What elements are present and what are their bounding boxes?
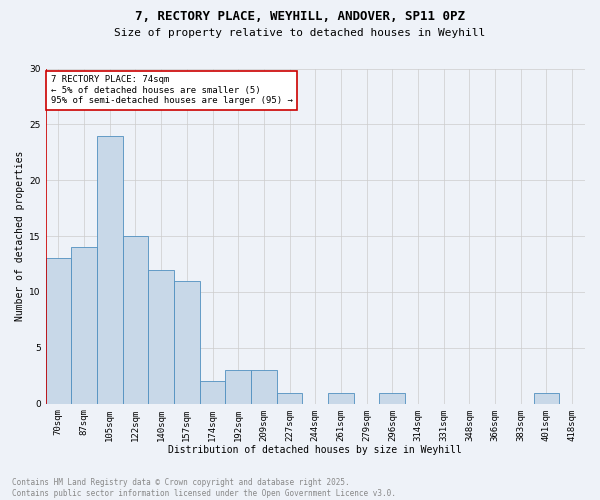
Bar	[97, 136, 122, 404]
Bar	[251, 370, 277, 404]
Text: Size of property relative to detached houses in Weyhill: Size of property relative to detached ho…	[115, 28, 485, 38]
Text: Contains HM Land Registry data © Crown copyright and database right 2025.
Contai: Contains HM Land Registry data © Crown c…	[12, 478, 396, 498]
X-axis label: Distribution of detached houses by size in Weyhill: Distribution of detached houses by size …	[169, 445, 462, 455]
Bar	[533, 392, 559, 404]
Bar	[200, 382, 226, 404]
Bar	[328, 392, 354, 404]
Bar	[122, 236, 148, 404]
Text: 7, RECTORY PLACE, WEYHILL, ANDOVER, SP11 0PZ: 7, RECTORY PLACE, WEYHILL, ANDOVER, SP11…	[135, 10, 465, 23]
Bar	[174, 281, 200, 404]
Bar	[379, 392, 405, 404]
Bar	[71, 248, 97, 404]
Bar	[46, 258, 71, 404]
Bar	[148, 270, 174, 404]
Bar	[226, 370, 251, 404]
Text: 7 RECTORY PLACE: 74sqm
← 5% of detached houses are smaller (5)
95% of semi-detac: 7 RECTORY PLACE: 74sqm ← 5% of detached …	[51, 75, 293, 105]
Bar	[277, 392, 302, 404]
Y-axis label: Number of detached properties: Number of detached properties	[15, 151, 25, 322]
